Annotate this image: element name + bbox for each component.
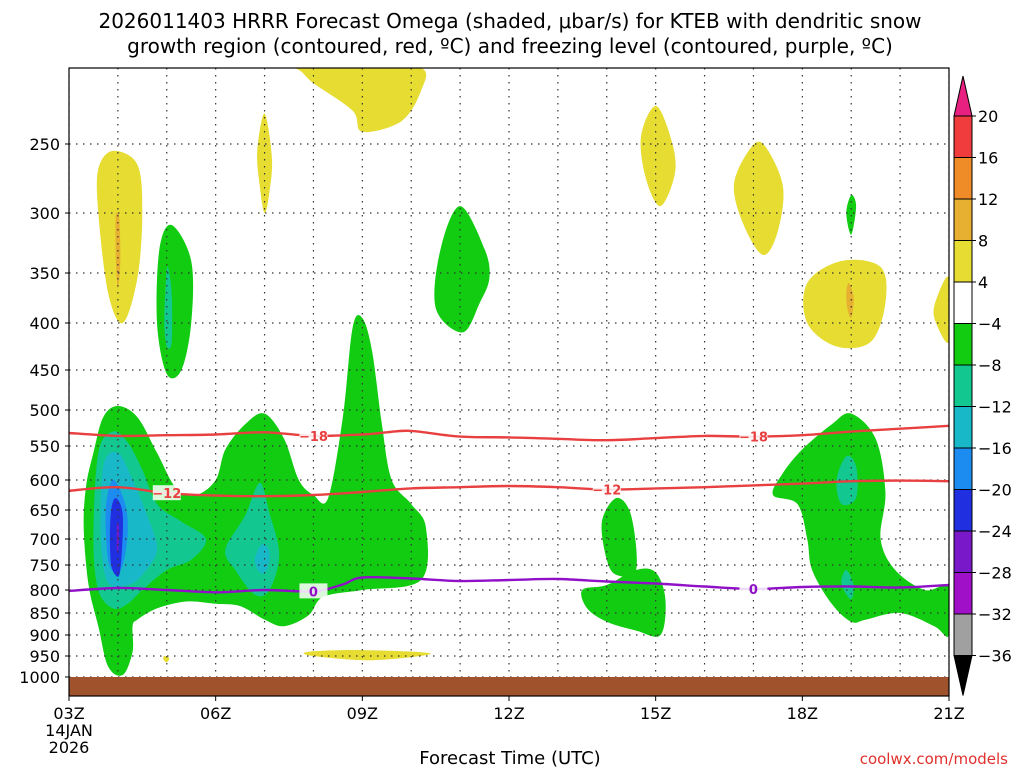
colorbar-bin xyxy=(953,281,973,324)
colorbar-label-8: −16 xyxy=(978,439,1012,458)
colorbar-bin xyxy=(953,198,973,241)
colorbar-bin xyxy=(953,157,973,200)
omega-region-sink-17z xyxy=(733,141,784,256)
y-tick-label-250: 250 xyxy=(29,135,60,154)
omega-region-upper-sink-09z xyxy=(254,68,427,133)
x-tick-label-18Z: 18Z xyxy=(787,704,818,723)
contour-label-bg xyxy=(739,581,768,596)
contour-label-minus-12-isotherm-0: −12 xyxy=(152,487,181,502)
y-tick-label-600: 600 xyxy=(29,471,60,490)
x-tick-label-03Z: 03Z xyxy=(53,704,84,723)
colorbar-label-0: 20 xyxy=(978,107,998,126)
omega-region-sink-19z-upper xyxy=(803,259,887,349)
omega-region-rise-19z-core-low xyxy=(841,569,854,600)
colorbar-label-4: 4 xyxy=(978,273,988,292)
y-tick-label-700: 700 xyxy=(29,530,60,549)
colorbar-label-13: −36 xyxy=(978,647,1012,666)
omega-region-rise-19z-lower xyxy=(772,413,949,637)
colorbar-label-3: 8 xyxy=(978,232,988,251)
x-tick-label-12Z: 12Z xyxy=(493,704,524,723)
x-axis-label: Forecast Time (UTC) xyxy=(419,748,600,768)
contour-label-zero-isotherm-0: 0 xyxy=(309,585,318,600)
contour-label-bg xyxy=(739,428,768,444)
colorbar-label-6: −8 xyxy=(978,356,1002,375)
colorbar-bin xyxy=(953,489,973,532)
colorbar-bin xyxy=(953,572,973,615)
y-tick-label-550: 550 xyxy=(29,437,60,456)
contour-zero-isotherm xyxy=(69,575,949,594)
colorbar-bin-bottom-arrow xyxy=(953,655,973,696)
y-tick-label-350: 350 xyxy=(29,264,60,283)
x-tick-label-06Z: 06Z xyxy=(200,704,231,723)
colorbar-bin xyxy=(953,406,973,449)
contour-label-bg xyxy=(299,583,328,599)
colorbar-label-5: −4 xyxy=(978,315,1002,334)
colorbar-bin xyxy=(953,115,973,158)
colorbar-label-11: −28 xyxy=(978,564,1012,583)
y-tick-label-850: 850 xyxy=(29,604,60,623)
y-tick-label-900: 900 xyxy=(29,626,60,645)
colorbar-label-12: −32 xyxy=(978,605,1012,624)
colorbar-bin-top-arrow xyxy=(953,75,973,117)
colorbar-bin xyxy=(953,530,973,573)
contour-label-bg xyxy=(592,481,621,497)
colorbar-label-7: −12 xyxy=(978,398,1012,417)
x-tick-label-21Z: 21Z xyxy=(933,704,964,723)
chart-title-line-1: 2026011403 HRRR Forecast Omega (shaded, … xyxy=(98,9,921,33)
y-tick-label-300: 300 xyxy=(29,204,60,223)
y-tick-label-500: 500 xyxy=(29,401,60,420)
y-tick-label-800: 800 xyxy=(29,581,60,600)
colorbar-label-9: −20 xyxy=(978,481,1012,500)
y-tick-label-400: 400 xyxy=(29,314,60,333)
date-label-line-2: 2026 xyxy=(49,738,90,757)
contour-label-bg xyxy=(152,485,181,501)
y-tick-label-950: 950 xyxy=(29,647,60,666)
contour-label-minus-18-isotherm-0: −18 xyxy=(299,430,328,445)
contour-minus-18-isotherm xyxy=(69,424,949,442)
colorbar-bin xyxy=(953,323,973,366)
colorbar-label-2: 12 xyxy=(978,190,998,209)
temperature-contours: −18 −18 −12 −12 0 0 xyxy=(69,424,949,600)
omega-region-sink-07z xyxy=(257,113,273,214)
colorbar-bin xyxy=(953,447,973,490)
contour-minus-12-isotherm xyxy=(69,479,949,498)
colorbar-label-10: −24 xyxy=(978,522,1012,541)
x-tick-label-09Z: 09Z xyxy=(347,704,378,723)
omega-region-sink-21z-edge xyxy=(933,276,949,344)
colorbar-bin xyxy=(953,364,973,407)
contour-label-minus-12-isotherm-1: −12 xyxy=(592,484,621,499)
omega-region-rise-14z-lower xyxy=(581,568,666,637)
omega-region-rise-main-core-d xyxy=(109,498,123,577)
contour-label-zero-isotherm-1: 0 xyxy=(749,583,758,598)
contour-label-bg xyxy=(299,427,328,443)
omega-region-rise-14z-upper xyxy=(601,497,637,577)
contour-label-minus-18-isotherm-1: −18 xyxy=(739,431,768,446)
y-tick-label-650: 650 xyxy=(29,501,60,520)
omega-region-rise-11z-upper xyxy=(434,206,490,333)
colorbar-bin xyxy=(953,613,973,656)
omega-region-rise-19z-small xyxy=(846,194,857,235)
omega-region-rise-main-core-07z-inner xyxy=(254,543,270,574)
credit-text: coolwx.com/models xyxy=(860,750,1008,768)
date-label-line-1: 14JAN xyxy=(45,721,93,740)
y-tick-label-1000: 1000 xyxy=(19,668,60,687)
omega-region-sink-low-05z xyxy=(163,655,170,663)
y-axis-ticks: 250 300 350 400 450 500 550 600 650 700 750 800 850 9… xyxy=(19,135,69,687)
x-tick-label-15Z: 15Z xyxy=(640,704,671,723)
chart-title-line-2: growth region (contoured, red, ºC) and f… xyxy=(127,34,893,58)
ground xyxy=(69,677,949,696)
colorbar-bin xyxy=(953,240,973,283)
y-tick-label-450: 450 xyxy=(29,361,60,380)
x-axis-ticks: 03Z 06Z 09Z 12Z 15Z 18Z 21Z xyxy=(53,696,965,723)
colorbar-label-1: 16 xyxy=(978,149,998,168)
ground-band xyxy=(69,677,949,696)
y-tick-label-750: 750 xyxy=(29,556,60,575)
omega-region-sink-19z-core xyxy=(846,282,854,319)
omega-region-sink-low-08z xyxy=(303,650,431,661)
omega-region-sink-15z xyxy=(640,106,676,207)
colorbar: 20 16 12 8 4 −4 −8 −12 −16 −20 −24 −28 −32 −36 xyxy=(953,75,1012,696)
